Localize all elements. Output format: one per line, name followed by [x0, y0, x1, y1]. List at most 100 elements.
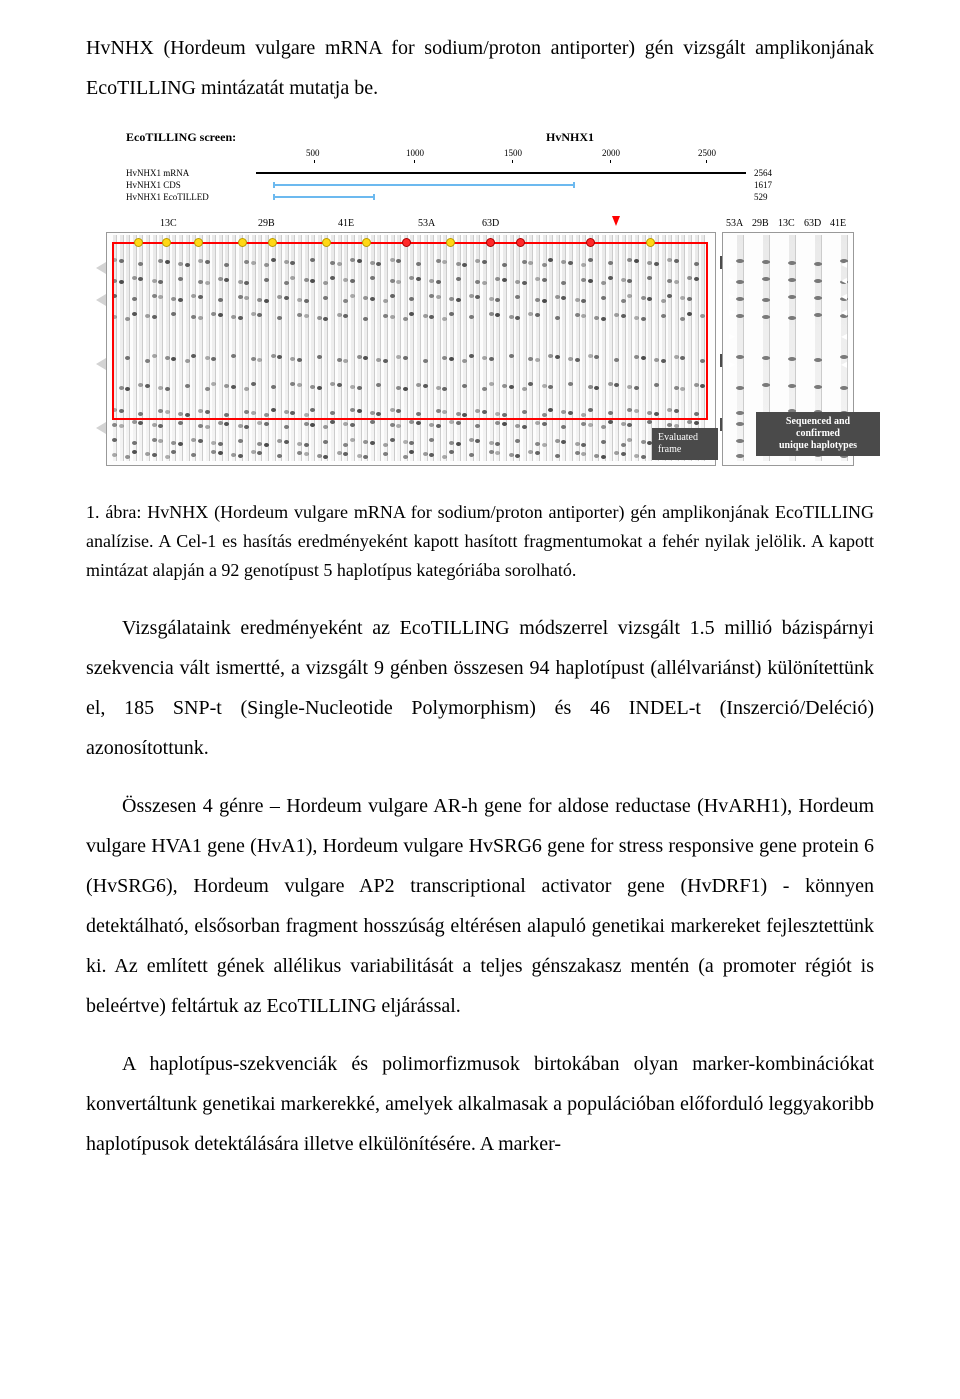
haplotype-arrow-icon: ◂	[841, 329, 847, 344]
gel-band	[594, 454, 599, 458]
gel-band	[436, 424, 441, 428]
gel-band	[231, 453, 236, 457]
gel-band	[171, 441, 176, 445]
gel-band	[736, 314, 744, 318]
gel-band	[409, 441, 414, 445]
gel-band	[304, 452, 309, 456]
gel-band	[416, 421, 421, 425]
gel-band	[495, 421, 500, 425]
track-length: 529	[754, 192, 768, 202]
gel-band	[535, 421, 540, 425]
gel-band	[641, 440, 646, 444]
gel-band	[257, 421, 262, 425]
haplotype-arrow-icon: ◂	[841, 257, 847, 272]
lane-group-label: 13C	[160, 218, 177, 229]
gel-band	[158, 439, 163, 443]
track-label: HvNHX1 EcoTILLED	[126, 192, 209, 202]
gel-band	[555, 454, 560, 458]
body-paragraph-3: A haplotípus-szekvenciák és polimorfizmu…	[86, 1044, 874, 1164]
track-bar	[274, 196, 374, 198]
gel-band	[152, 453, 157, 457]
gel-band	[588, 423, 593, 427]
gel-band	[535, 451, 540, 455]
gel-band	[284, 425, 289, 429]
track-label: HvNHX1 CDS	[126, 180, 181, 190]
haplotype-arrow-icon: ▸	[729, 329, 735, 344]
body-paragraph-1: Vizsgálataink eredményeként az EcoTILLIN…	[86, 608, 874, 768]
snp-marker-yellow-icon	[446, 238, 455, 247]
figure-caption: 1. ábra: HvNHX (Hordeum vulgare mRNA for…	[86, 498, 874, 584]
gel-band	[403, 455, 408, 459]
gel-band	[581, 452, 586, 456]
haplotype-arrow-icon: ▸	[729, 305, 735, 320]
gel-band	[218, 442, 223, 446]
haplotype-lane-label: 29B	[752, 218, 769, 229]
lane-group-label: 41E	[338, 218, 354, 229]
haplotype-arrow-icon: ◂	[841, 273, 847, 288]
gel-band	[528, 450, 533, 454]
gel-band	[542, 422, 547, 426]
gel-band	[257, 442, 262, 446]
gel-band	[621, 452, 626, 456]
gel-band	[814, 262, 822, 266]
gel-band	[449, 450, 454, 454]
gel-band	[297, 442, 302, 446]
gel-band	[165, 455, 170, 459]
scale-tick: 1500	[504, 148, 522, 158]
gel-band	[218, 421, 223, 425]
gel-band	[363, 440, 368, 444]
gel-band	[687, 420, 692, 424]
gel-band	[627, 423, 632, 427]
snp-marker-red-icon	[402, 238, 411, 247]
gel-band	[323, 425, 328, 429]
gel-band	[456, 442, 461, 446]
snp-marker-red-icon	[516, 238, 525, 247]
intro-paragraph: HvNHX (Hordeum vulgare mRNA for sodium/p…	[86, 28, 874, 108]
gel-band	[535, 442, 540, 446]
gel-band	[323, 455, 328, 459]
snp-marker-yellow-icon	[134, 238, 143, 247]
gel-band	[119, 424, 124, 428]
gel-band	[788, 384, 796, 388]
gel-band	[762, 260, 770, 264]
gel-band	[112, 423, 117, 427]
gel-band	[304, 422, 309, 426]
gel-band	[475, 439, 480, 443]
gel-band	[555, 439, 560, 443]
haplotype-lane-label: 63D	[804, 218, 821, 229]
gel-band	[390, 438, 395, 442]
gel-band	[736, 386, 744, 390]
gel-band	[788, 278, 796, 282]
snp-marker-red-icon	[486, 238, 495, 247]
snp-marker-yellow-icon	[194, 238, 203, 247]
gel-band	[621, 422, 626, 426]
gel-band	[423, 452, 428, 456]
gel-band	[495, 451, 500, 455]
gel-band	[736, 422, 744, 426]
gel-band	[634, 454, 639, 458]
gel-band	[383, 443, 388, 447]
gel-band	[304, 443, 309, 447]
gel-band	[205, 425, 210, 429]
gel-band	[601, 455, 606, 459]
gel-band	[788, 261, 796, 265]
snp-marker-red-icon	[586, 238, 595, 247]
gel-band	[132, 450, 137, 454]
gel-band	[814, 313, 822, 317]
gel-band	[191, 438, 196, 442]
gel-band	[469, 453, 474, 457]
haplotype-lane-label: 53A	[726, 218, 743, 229]
gel-band	[158, 424, 163, 428]
fragment-arrow-icon	[96, 358, 106, 370]
gel-band	[515, 424, 520, 428]
fragment-arrow-icon	[96, 422, 106, 434]
gel-band	[429, 453, 434, 457]
gel-band	[337, 451, 342, 455]
gel-band	[218, 451, 223, 455]
gel-band	[152, 423, 157, 427]
gel-band	[736, 355, 744, 359]
gel-band	[383, 452, 388, 456]
gel-band	[522, 425, 527, 429]
gel-band	[736, 454, 744, 458]
gel-band	[667, 423, 672, 427]
